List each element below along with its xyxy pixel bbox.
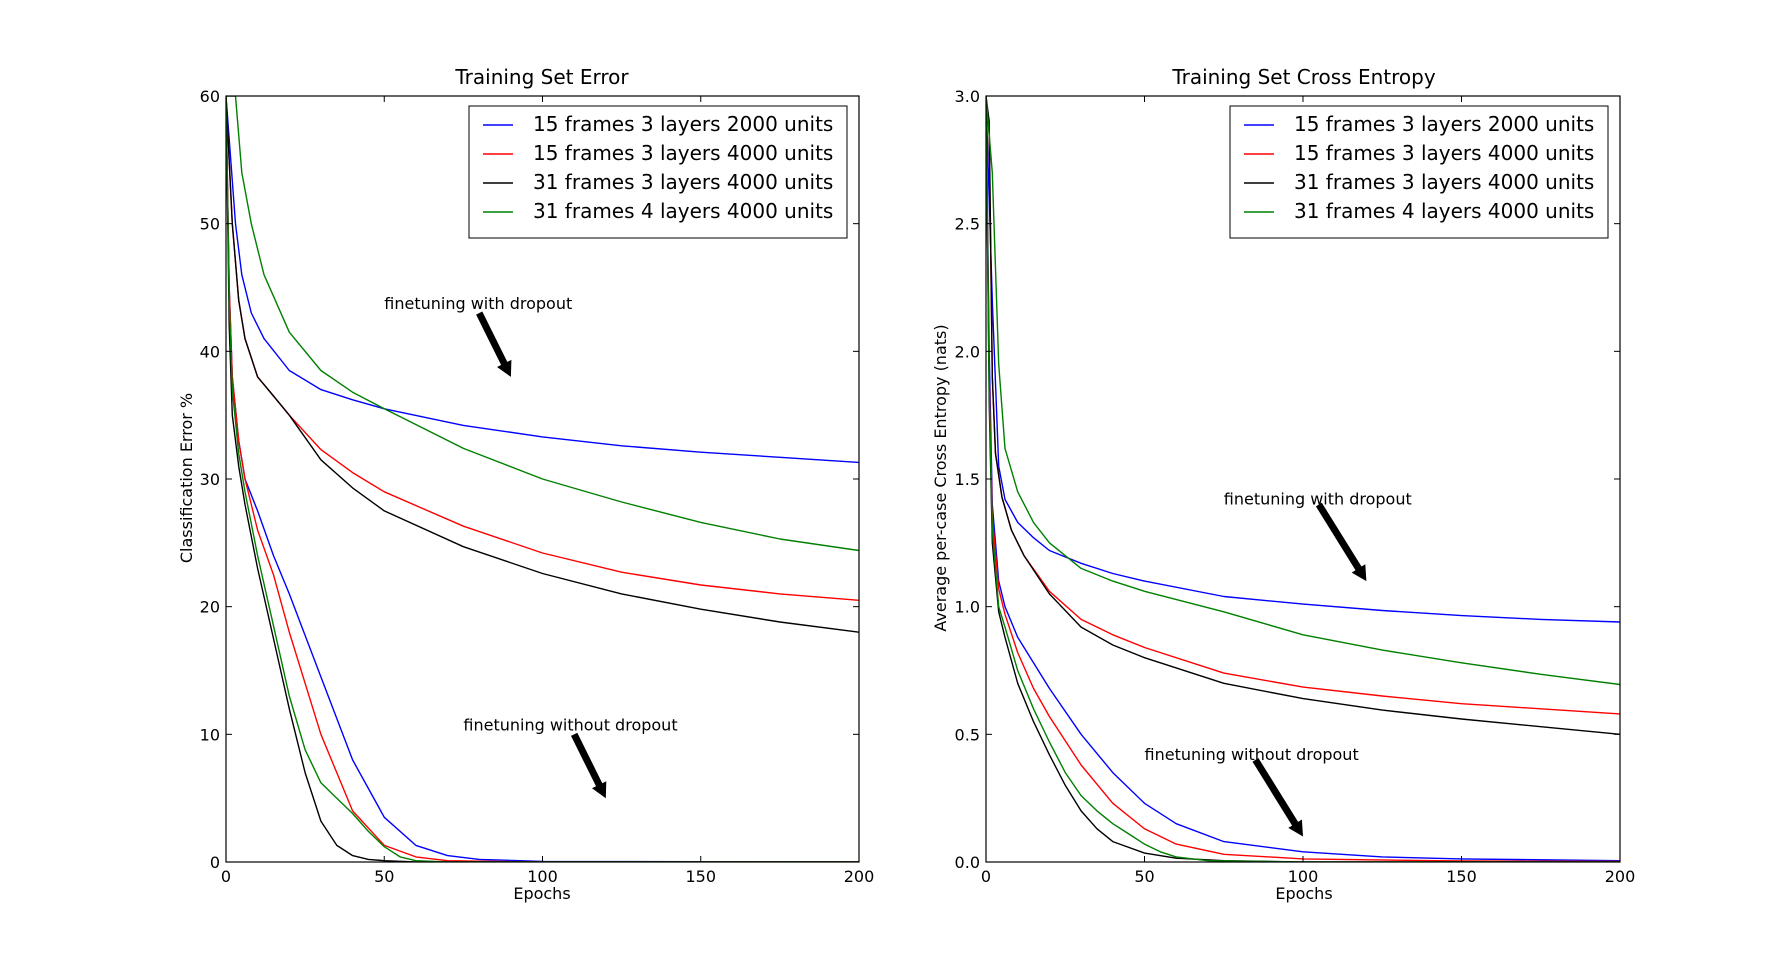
y-tick-label: 0.5 (955, 725, 980, 744)
series-line-no-dropout-4 (986, 96, 1620, 862)
x-tick-label: 200 (1605, 867, 1636, 886)
y-tick-label: 2.0 (955, 342, 980, 361)
y-tick-label: 0.0 (955, 853, 980, 872)
x-tick-label: 50 (374, 867, 394, 886)
annotation-arrow (476, 311, 512, 377)
x-tick-label: 100 (1288, 867, 1319, 886)
y-tick-label: 10 (200, 725, 220, 744)
annotation-arrow (1252, 758, 1303, 837)
series-line-dropout-3 (226, 96, 859, 552)
series-line-dropout-2 (226, 96, 859, 633)
x-axis-label: Epochs (1275, 884, 1332, 903)
series-line-no-dropout-6 (226, 96, 859, 862)
legend-label: 15 frames 3 layers 2000 units (1294, 112, 1594, 136)
legend: 15 frames 3 layers 2000 units 15 frames 3… (1229, 105, 1609, 239)
annotation-text: finetuning with dropout (384, 294, 572, 313)
x-tick-label: 100 (527, 867, 558, 886)
legend-label: 15 frames 3 layers 4000 units (533, 141, 833, 165)
y-tick-label: 0 (210, 853, 220, 872)
y-tick-label: 50 (200, 215, 220, 234)
y-tick-label: 1.5 (955, 470, 980, 489)
legend-label: 31 frames 4 layers 4000 units (533, 199, 833, 223)
legend-label: 31 frames 4 layers 4000 units (1294, 199, 1594, 223)
chart-training-set-cross-entropy: Training Set Cross Entropy Epochs Averag… (931, 65, 1635, 903)
y-tick-label: 40 (200, 342, 220, 361)
annotation-text: finetuning without dropout (1145, 745, 1359, 764)
legend-box (468, 105, 848, 239)
series-group (986, 96, 1620, 862)
legend-label: 31 frames 3 layers 4000 units (533, 170, 833, 194)
x-axis-label: Epochs (513, 884, 570, 903)
series-line-no-dropout-5 (226, 96, 859, 862)
chart-title: Training Set Error (454, 65, 629, 89)
y-axis-label: Classification Error % (177, 393, 196, 563)
y-tick-label: 60 (200, 87, 220, 106)
legend-label: 31 frames 3 layers 4000 units (1294, 170, 1594, 194)
legend: 15 frames 3 layers 2000 units 15 frames 3… (468, 105, 848, 239)
annotation-text: finetuning with dropout (1224, 490, 1412, 509)
chart-training-set-error: Training Set Error Epochs Classification… (177, 65, 874, 903)
series-line-dropout-0 (986, 96, 1620, 623)
x-tick-label: 200 (844, 867, 875, 886)
y-tick-label: 3.0 (955, 87, 980, 106)
y-tick-label: 30 (200, 470, 220, 489)
x-tick-label: 150 (1446, 867, 1477, 886)
x-tick-label: 50 (1134, 867, 1154, 886)
annotation-text: finetuning without dropout (463, 716, 677, 735)
series-line-no-dropout-7 (986, 96, 1620, 862)
series-group (226, 96, 859, 862)
series-line-dropout-2 (986, 96, 1620, 735)
legend-box (1229, 105, 1609, 239)
legend-label: 15 frames 3 layers 4000 units (1294, 141, 1594, 165)
annotation-arrow (571, 732, 607, 799)
series-line-dropout-0 (226, 96, 859, 464)
series-line-no-dropout-5 (986, 96, 1620, 862)
legend-label: 15 frames 3 layers 2000 units (533, 112, 833, 136)
annotation-arrow (1315, 502, 1367, 582)
x-tick-label: 0 (221, 867, 231, 886)
series-line-dropout-3 (986, 96, 1620, 686)
x-tick-label: 150 (685, 867, 716, 886)
y-tick-label: 2.5 (955, 215, 980, 234)
chart-title: Training Set Cross Entropy (1171, 65, 1436, 89)
x-tick-label: 0 (981, 867, 991, 886)
series-line-no-dropout-7 (226, 96, 859, 862)
y-tick-label: 20 (200, 598, 220, 617)
y-axis-label: Average per-case Cross Entropy (nats) (931, 324, 950, 631)
y-tick-label: 1.0 (955, 598, 980, 617)
